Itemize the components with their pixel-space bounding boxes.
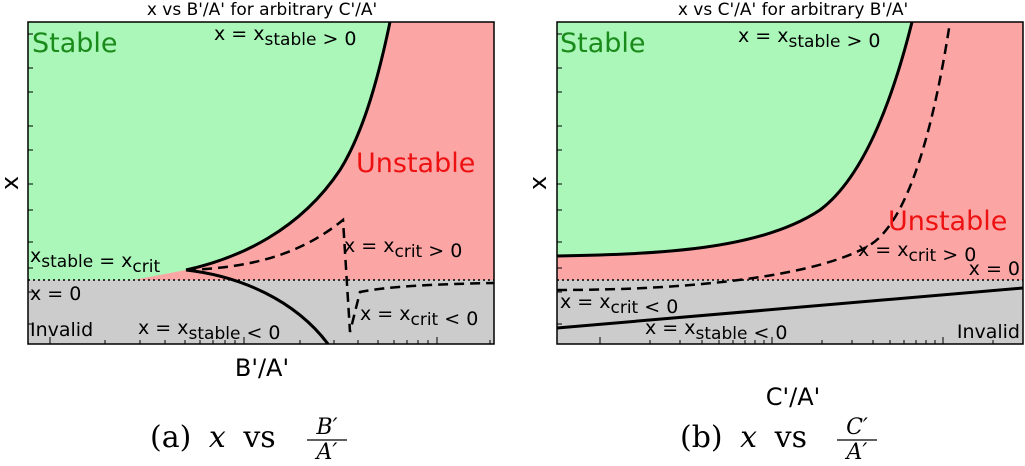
panel-a-xstable-negative-label: x = xstable < 0	[138, 317, 281, 344]
panel-a-invalid-label: Invalid	[30, 319, 93, 341]
panel-a-stable-label: Stable	[32, 28, 118, 59]
panel-a-caption-var: x	[209, 420, 226, 455]
panel-a-xcrit-positive-label: x = xcrit > 0	[344, 235, 462, 262]
panel-b-caption-denominator: A′	[845, 440, 868, 461]
panel-a-x-axis-label: B'/A'	[235, 354, 289, 382]
panel-a-y-ticks	[28, 33, 33, 325]
panel-a-x-ticks	[49, 337, 491, 344]
svg-text:(a) x vs: (a) x vs	[150, 420, 276, 455]
panel-b-caption-var: x	[740, 420, 757, 455]
panel-b-x-axis-label: C'/A'	[766, 383, 820, 411]
panel-a-axes-frame	[27, 21, 495, 345]
panel-b-xcrit-curve	[557, 22, 952, 292]
panel-a-unstable-region	[28, 22, 494, 300]
panel-b-zero-label: x = 0	[969, 258, 1020, 280]
panel-b-invalid-region	[557, 280, 1023, 344]
panel-b-xstable-positive-label: x = xstable > 0	[738, 25, 881, 52]
panel-a-xstable-eq-xcrit-label: xstable = xcrit	[30, 245, 160, 277]
panel-b-xstable-negative-label: x = xstable < 0	[645, 317, 788, 344]
panel-a-xstable-positive-curve	[185, 22, 392, 272]
panel-b-xstable-negative-curve	[557, 286, 1023, 330]
panel-b-axes-frame	[556, 21, 1024, 345]
panel-a-caption-denominator: A′	[315, 440, 338, 461]
panel-b-xcrit-negative-label: x = xcrit < 0	[560, 291, 678, 318]
panel-b-xstable-positive-curve	[557, 22, 914, 258]
panel-b-xcrit-positive-label: x = xcrit > 0	[858, 239, 976, 266]
panel-b-y-axis-label: x	[524, 176, 552, 190]
panel-a-caption-prefix: (a)	[150, 420, 191, 455]
panel-a-caption-vs: vs	[242, 420, 275, 455]
panel-b-title: x vs C'/A' for arbitrary B'/A'	[678, 0, 908, 20]
panel-a-title: x vs B'/A' for arbitrary C'/A'	[147, 0, 377, 20]
panel-a-xcrit-negative-label: x = xcrit < 0	[360, 303, 478, 330]
panel-b-unstable-label: Unstable	[888, 206, 1007, 237]
svg-text:(b) x vs: (b) x vs	[680, 420, 807, 455]
panel-b-caption-numerator: C′	[846, 415, 868, 440]
panel-b-x-ticks	[599, 337, 994, 344]
panel-b: x vs C'/A' for arbitrary B'/A'	[524, 0, 1024, 465]
panel-b-caption-prefix: (b)	[680, 420, 723, 455]
panel-a-xstable-negative-curve	[185, 268, 330, 344]
panel-a-xstable-positive-label: x = xstable > 0	[214, 23, 357, 50]
panel-b-caption-vs: vs	[774, 420, 807, 455]
panel-b-invalid-label: Invalid	[957, 321, 1020, 343]
panel-a-unstable-label: Unstable	[356, 148, 475, 179]
panel-a-xcrit-curve	[185, 217, 494, 333]
panel-a: x vs B'/A' for arbitrary C'/A'	[0, 0, 495, 465]
panel-a-caption: (a) x vs B′ A′	[150, 415, 347, 465]
panel-b-stable-label: Stable	[560, 28, 646, 59]
panel-b-caption: (b) x vs C′ A′	[680, 415, 877, 465]
panel-a-zero-label: x = 0	[30, 283, 81, 305]
panel-a-caption-numerator: B′	[315, 415, 337, 440]
panel-b-unstable-region	[557, 22, 1023, 344]
panel-a-y-axis-label: x	[0, 176, 24, 190]
panel-b-y-ticks	[557, 33, 562, 325]
